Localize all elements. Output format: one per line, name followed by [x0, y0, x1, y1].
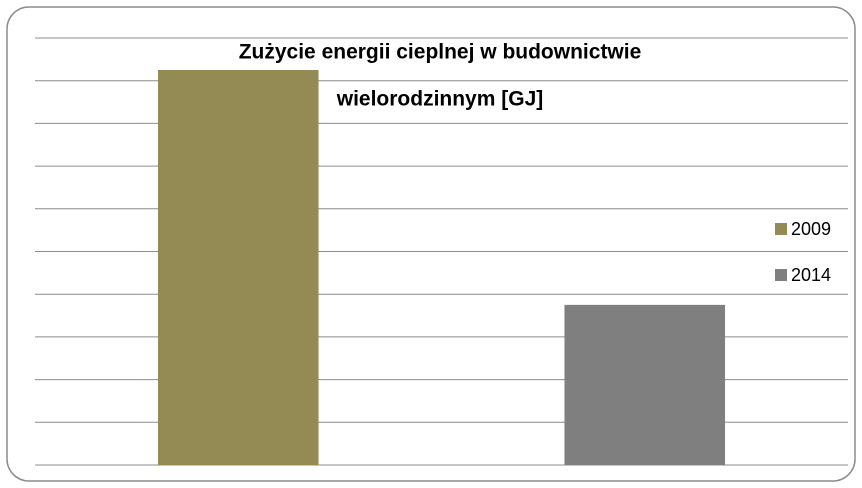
legend-swatch [775, 223, 787, 235]
bar [157, 70, 319, 466]
bar [564, 304, 726, 465]
plot-area [35, 37, 848, 466]
chart-frame [6, 6, 856, 482]
legend-label: 2014 [791, 265, 831, 285]
chart-title: wielorodzinnym [GJ] [336, 88, 544, 111]
legend-label: 2009 [791, 219, 831, 239]
legend: 2009 2014 [775, 219, 831, 285]
chart-title: Zużycie energii cieplnej w budownictwie [239, 41, 642, 64]
legend-swatch [775, 269, 787, 281]
